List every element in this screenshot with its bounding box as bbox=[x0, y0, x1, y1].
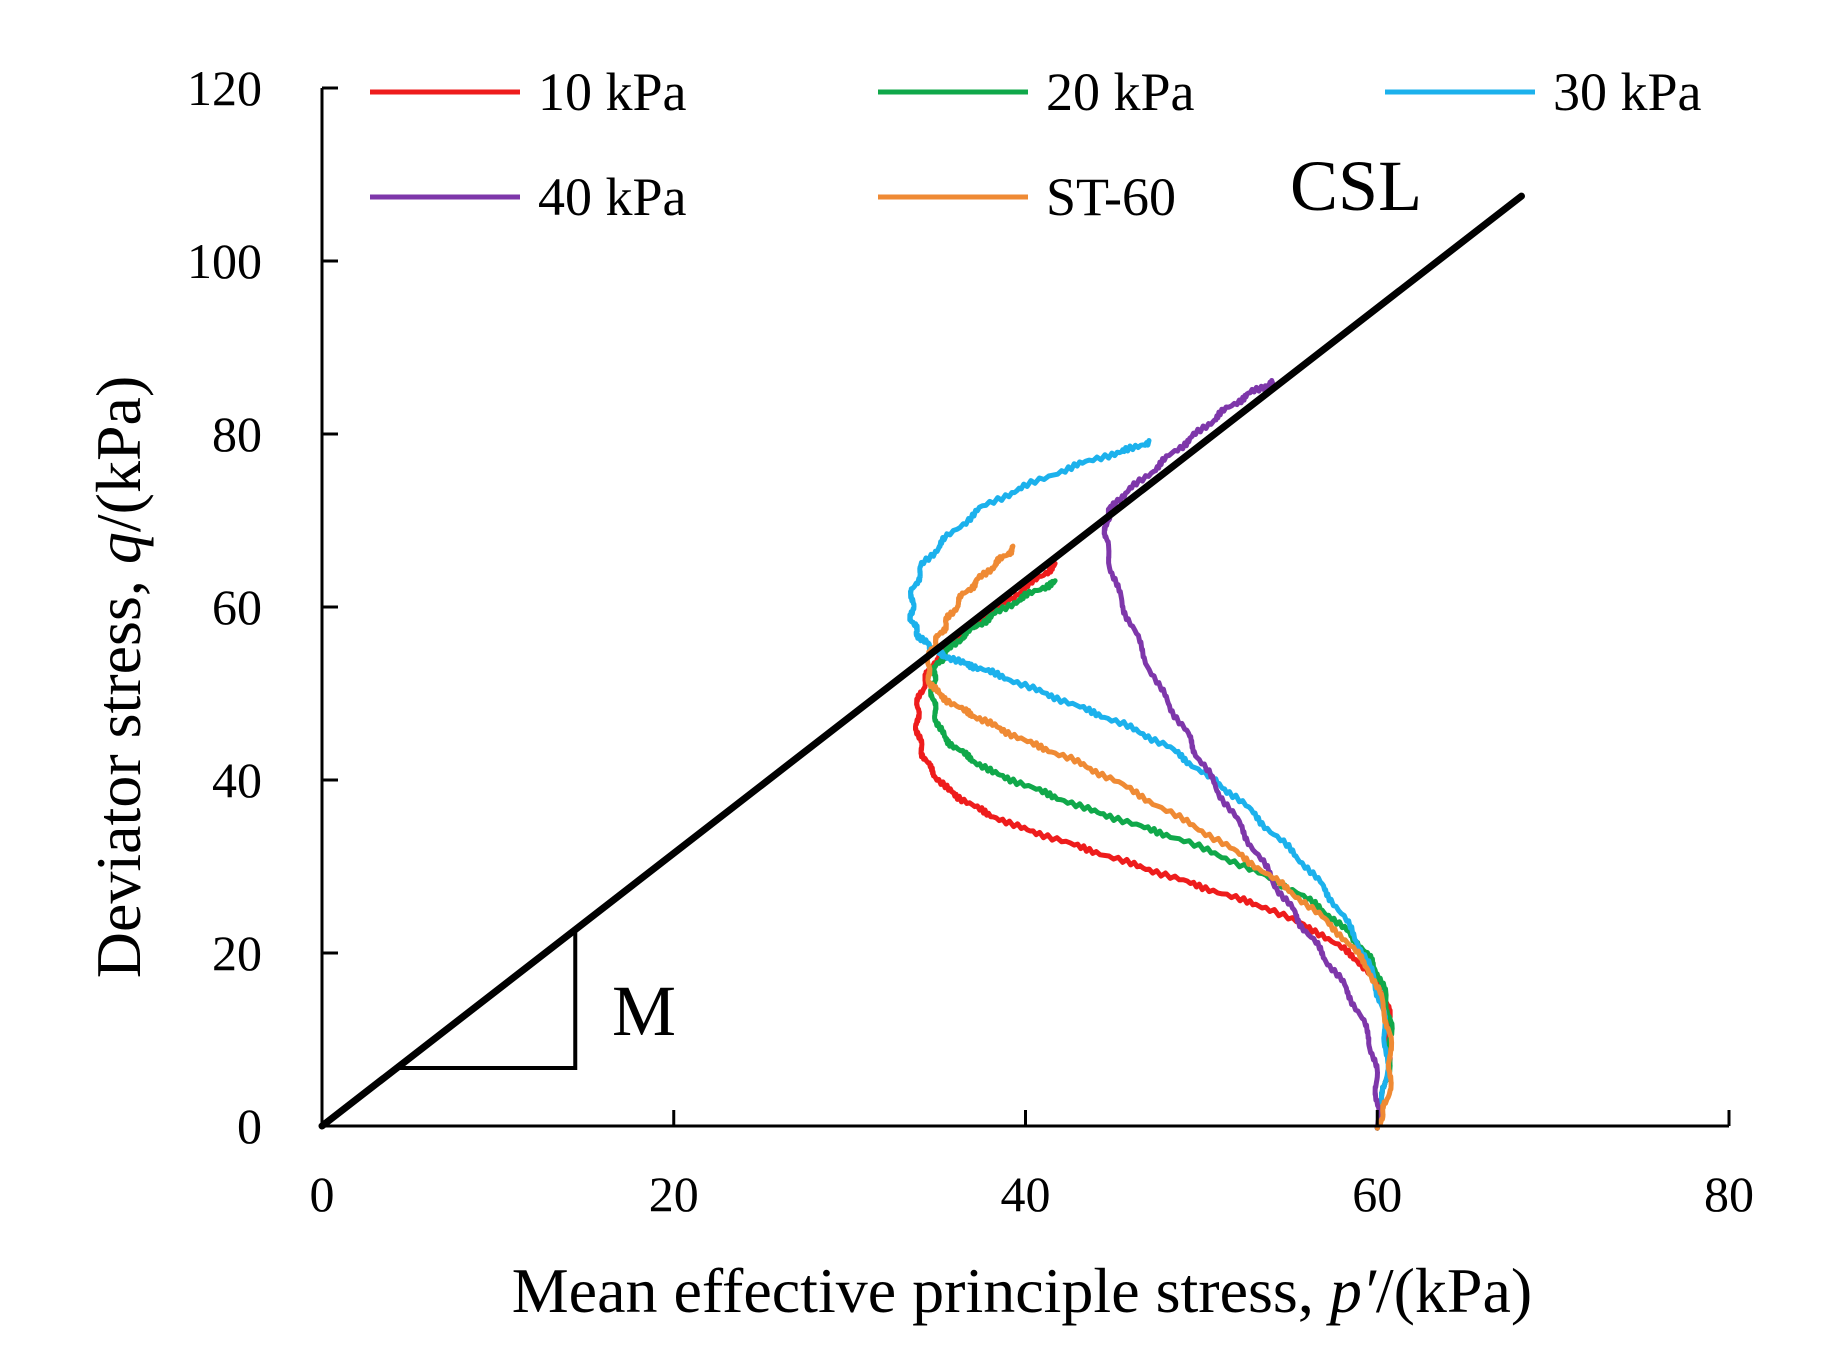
y-tick-label: 20 bbox=[212, 925, 262, 981]
x-tick-label: 80 bbox=[1704, 1166, 1754, 1222]
series-line-3 bbox=[1101, 378, 1382, 1131]
y-tick-label: 0 bbox=[237, 1098, 262, 1154]
x-tick-label: 40 bbox=[1001, 1166, 1051, 1222]
axes-layer: 0 20 40 60 80 0 20 40 60 80 100 120 bbox=[187, 60, 1754, 1222]
slope-triangle bbox=[397, 932, 578, 1071]
x-axis-title: Mean effective principle stress, p′/(kPa… bbox=[512, 1255, 1532, 1326]
y-tick-label: 40 bbox=[212, 752, 262, 808]
y-tick-label: 80 bbox=[212, 406, 262, 462]
csl-label: CSL bbox=[1290, 146, 1422, 226]
x-tick-label: 20 bbox=[649, 1166, 699, 1222]
legend-label-4: ST-60 bbox=[1046, 167, 1176, 227]
y-tick-label: 120 bbox=[187, 60, 262, 116]
annotation-layer: CSL M bbox=[318, 146, 1525, 1130]
y-tick-label: 100 bbox=[187, 233, 262, 289]
series-line-1 bbox=[928, 578, 1395, 1131]
series-layer bbox=[907, 378, 1395, 1131]
series-line-4 bbox=[924, 543, 1395, 1131]
y-tick-label: 60 bbox=[212, 579, 262, 635]
y-axis-title: Deviator stress, q/(kPa) bbox=[83, 376, 154, 979]
legend-label-2: 30 kPa bbox=[1553, 62, 1702, 122]
legend-label-3: 40 kPa bbox=[538, 167, 687, 227]
x-tick-label: 60 bbox=[1352, 1166, 1402, 1222]
series-line-0 bbox=[913, 560, 1393, 1131]
series-line-2 bbox=[907, 438, 1391, 1131]
x-tick-label: 0 bbox=[310, 1166, 335, 1222]
legend-label-1: 20 kPa bbox=[1046, 62, 1195, 122]
slope-label: M bbox=[612, 971, 676, 1051]
csl-line bbox=[318, 192, 1525, 1130]
legend: 10 kPa 20 kPa 30 kPa 40 kPa ST-60 bbox=[370, 62, 1702, 227]
legend-label-0: 10 kPa bbox=[538, 62, 687, 122]
